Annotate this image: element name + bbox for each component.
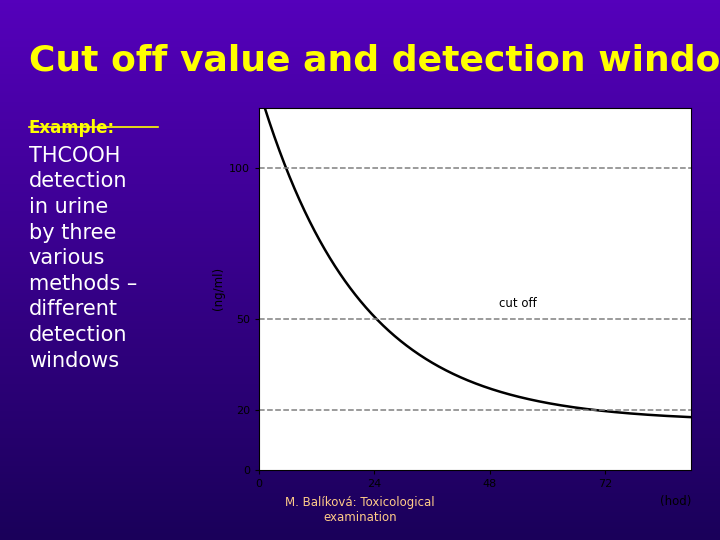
Text: Example:: Example: [29, 119, 115, 137]
Text: Cut off value and detection windows: Cut off value and detection windows [29, 43, 720, 77]
Y-axis label: (ng/ml): (ng/ml) [212, 267, 225, 310]
Text: (hod): (hod) [660, 495, 691, 508]
Text: THCOOH
detection
in urine
by three
various
methods –
different
detection
windows: THCOOH detection in urine by three vario… [29, 146, 137, 370]
Text: cut off: cut off [499, 297, 537, 310]
Text: M. Balíková: Toxicological
examination: M. Balíková: Toxicological examination [285, 496, 435, 524]
